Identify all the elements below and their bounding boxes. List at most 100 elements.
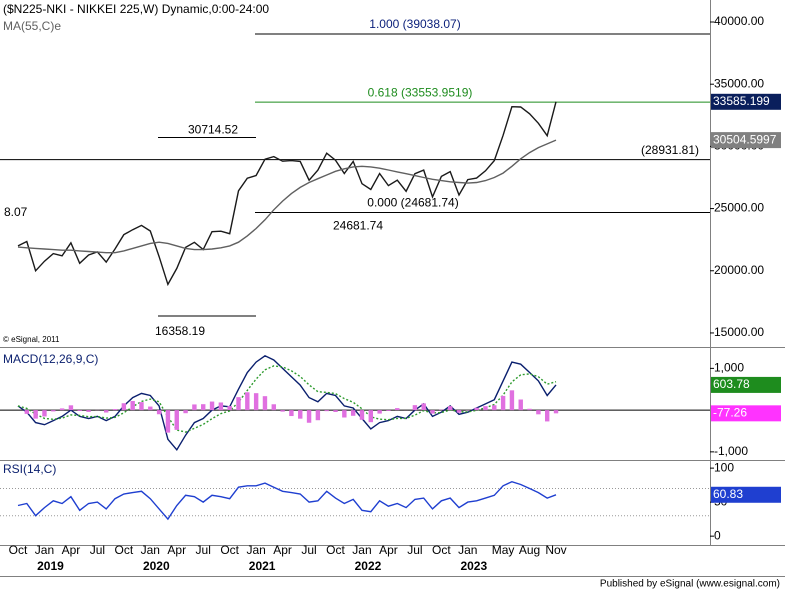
- edge-note: 8.07: [4, 205, 28, 219]
- histogram-bar: [386, 410, 391, 411]
- histogram-bar: [306, 410, 312, 423]
- y-tick-label: 0: [714, 528, 721, 542]
- legend-entry: MA(55,C)e: [3, 19, 61, 33]
- histogram-bar: [201, 404, 206, 411]
- x-tick-label: Jul: [301, 543, 316, 557]
- histogram-bar: [280, 410, 285, 412]
- histogram-bar: [77, 410, 82, 411]
- x-tick-label: Nov: [545, 543, 566, 557]
- histogram-bar: [68, 405, 74, 411]
- value-tag-label: -77.26: [713, 406, 747, 420]
- histogram-bar: [421, 403, 426, 411]
- histogram-bar: [412, 405, 418, 411]
- y-tick-label: 1,000: [714, 361, 744, 375]
- copyright: © eSignal, 2011: [3, 335, 60, 344]
- footer: Published by eSignal (www.esignal.com): [600, 579, 780, 590]
- y-tick-label: 100: [714, 460, 734, 474]
- value-tag: [711, 376, 781, 393]
- series-line: [17, 365, 557, 433]
- histogram-bar: [86, 410, 91, 412]
- x-year-label: 2023: [460, 559, 487, 573]
- histogram-bar: [298, 410, 303, 419]
- histogram-bar: [359, 410, 365, 420]
- x-year-label: 2019: [37, 559, 64, 573]
- value-tag-label: 603.78: [713, 377, 750, 391]
- histogram-bar: [342, 410, 347, 418]
- value-tag-label: 30504.5997: [713, 132, 777, 146]
- x-tick-label: Oct: [432, 543, 451, 557]
- y-tick-label: 25000.00: [714, 201, 764, 215]
- histogram-bar: [544, 410, 550, 422]
- histogram-bar: [492, 405, 497, 411]
- histogram-bar: [42, 410, 47, 417]
- x-tick-label: Jan: [246, 543, 265, 557]
- y-tick-label: 20000.00: [714, 263, 764, 277]
- series-line: [17, 101, 557, 287]
- x-tick-label: Oct: [115, 543, 134, 557]
- histogram-bar: [139, 402, 144, 411]
- value-tag: [711, 486, 781, 503]
- value-tag: [711, 405, 781, 422]
- x-tick-label: Jul: [407, 543, 422, 557]
- histogram-bar: [509, 390, 515, 411]
- x-tick-label: Apr: [379, 543, 398, 557]
- y-tick-label: 15000.00: [714, 325, 764, 339]
- value-tag-label: 33585.199: [713, 94, 770, 108]
- annotation-label: 30714.52: [188, 123, 238, 137]
- histogram-bar: [536, 410, 541, 415]
- annotation-label: 16358.19: [155, 324, 205, 338]
- x-tick-label: Jan: [141, 543, 160, 557]
- x-year-label: 2020: [143, 559, 170, 573]
- histogram-bar: [121, 403, 127, 411]
- histogram-bar: [553, 410, 559, 414]
- histogram-bar: [350, 410, 356, 416]
- x-tick-label: Jul: [196, 543, 211, 557]
- histogram-bar: [500, 395, 506, 411]
- level-label: 0.000 (24681.74): [367, 196, 458, 210]
- panel-title: RSI(14,C): [3, 462, 56, 476]
- series-line: [17, 139, 557, 254]
- series-line: [17, 480, 557, 521]
- histogram-bar: [165, 410, 171, 433]
- annotation-label: 24681.74: [333, 219, 383, 233]
- level-label: 0.618 (33553.9519): [368, 85, 473, 99]
- value-tag: [711, 93, 781, 110]
- x-tick-label: Oct: [326, 543, 345, 557]
- histogram-bar: [377, 410, 382, 414]
- chart-title: ($N225-NKI - NIKKEI 225,W) Dynamic,0:00-…: [3, 2, 269, 16]
- histogram-bar: [262, 396, 268, 411]
- x-tick-label: Jan: [458, 543, 477, 557]
- histogram-bar: [51, 410, 56, 412]
- histogram-bar: [209, 401, 215, 411]
- value-tag-label: 60.83: [713, 487, 743, 501]
- histogram-bar: [112, 409, 118, 411]
- x-tick-label: Apr: [273, 543, 292, 557]
- x-year-label: 2022: [355, 559, 382, 573]
- histogram-bar: [130, 400, 135, 411]
- histogram-bar: [59, 408, 65, 411]
- histogram-bar: [518, 399, 523, 411]
- histogram-bar: [324, 410, 329, 412]
- histogram-bar: [430, 410, 435, 414]
- histogram-bar: [483, 406, 488, 411]
- histogram-bar: [236, 397, 241, 411]
- x-tick-label: Apr: [62, 543, 81, 557]
- histogram-bar: [527, 408, 532, 411]
- x-tick-label: Aug: [519, 543, 540, 557]
- histogram-bar: [333, 410, 338, 412]
- histogram-bar: [192, 404, 197, 411]
- histogram-bar: [456, 410, 462, 413]
- x-tick-label: Jan: [352, 543, 371, 557]
- histogram-bar: [174, 410, 179, 430]
- panel-title: MACD(12,26,9,C): [3, 352, 98, 366]
- x-tick-label: Jul: [90, 543, 105, 557]
- histogram-bar: [447, 406, 453, 411]
- x-tick-label: Oct: [220, 543, 239, 557]
- histogram-bar: [148, 406, 153, 411]
- y-tick-label: 40000.00: [714, 14, 764, 28]
- value-tag: [711, 132, 781, 149]
- histogram-bar: [218, 402, 224, 411]
- histogram-bar: [33, 410, 38, 419]
- histogram-bar: [253, 393, 259, 411]
